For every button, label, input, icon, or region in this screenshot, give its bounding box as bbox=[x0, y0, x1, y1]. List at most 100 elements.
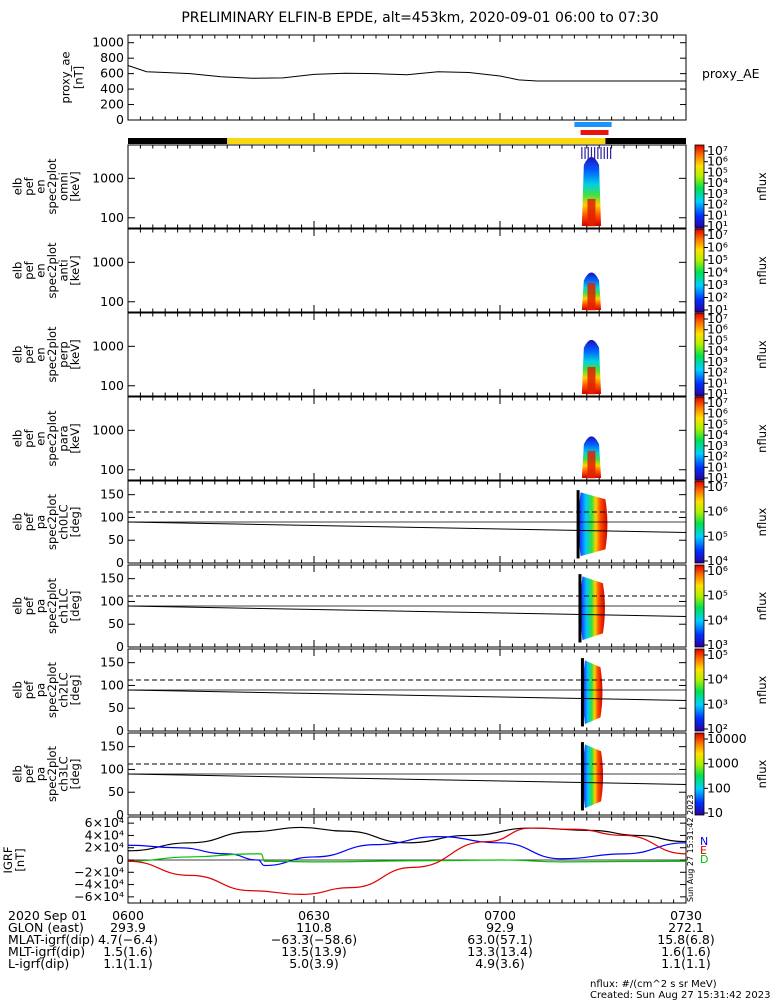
colorbar bbox=[694, 312, 705, 397]
spectrogram-edge bbox=[576, 490, 580, 559]
colorbar-title: nflux bbox=[755, 424, 769, 453]
y-axis-label: spec2plot bbox=[45, 242, 59, 299]
footer-row-label: MLAT-igrf(dip) bbox=[8, 932, 95, 947]
colorbar bbox=[694, 564, 705, 648]
colorbar-label: 10⁴ bbox=[707, 343, 728, 358]
y-tick-label: 0 bbox=[116, 112, 124, 127]
y-axis-label: en bbox=[33, 347, 47, 361]
colorbar-label: 10⁶ bbox=[707, 563, 728, 578]
legend-label: N bbox=[700, 835, 708, 848]
y-axis-label: elb bbox=[10, 513, 24, 531]
y-tick-label: 100 bbox=[100, 210, 124, 225]
y-axis-label: [keV] bbox=[68, 171, 82, 201]
colorbar-label: 10⁷ bbox=[707, 395, 728, 410]
spectrogram-region bbox=[582, 744, 604, 809]
y-tick-label: 2×10⁴ bbox=[85, 840, 124, 855]
footer-value: 110.8 bbox=[296, 920, 332, 935]
colorbar-label: 10¹ bbox=[707, 386, 728, 401]
footer-value: 0630 bbox=[298, 908, 330, 923]
colorbar-label: 10⁴ bbox=[707, 427, 728, 442]
colorbar-label: 10¹ bbox=[707, 459, 728, 474]
spectrogram-blob bbox=[578, 574, 605, 643]
y-tick-label: 0 bbox=[116, 555, 124, 570]
panel-frame bbox=[127, 228, 687, 313]
colorbar-label: 10³ bbox=[707, 277, 728, 292]
y-axis-label: spec2plot bbox=[45, 326, 59, 383]
colorbar-label: 10⁵ bbox=[707, 647, 728, 662]
y-axis-label: [keV] bbox=[68, 339, 82, 369]
y-axis-label: [nT] bbox=[13, 848, 27, 871]
colorbar-label: 10⁶ bbox=[707, 322, 728, 337]
y-axis-label: pef bbox=[22, 176, 36, 195]
colorbar-label: 10¹ bbox=[707, 375, 728, 390]
colorbar-label: 10² bbox=[707, 290, 728, 305]
colorbar-title: nflux bbox=[755, 759, 769, 788]
y-axis-label: ch0LC bbox=[56, 504, 70, 539]
y-tick-label: −2×10⁴ bbox=[74, 864, 124, 879]
colorbar-title: nflux bbox=[755, 507, 769, 536]
colorbar-label: 10⁶ bbox=[707, 154, 728, 169]
spectrogram-blob bbox=[581, 436, 602, 479]
y-axis-label: elb bbox=[10, 178, 24, 196]
created-stamp: Created: Sun Aug 27 15:31:42 2023 bbox=[590, 990, 770, 1000]
colorbar-label: 10⁵ bbox=[707, 528, 728, 543]
y-tick-label: 100 bbox=[100, 294, 124, 309]
colorbar-label: 10¹ bbox=[707, 470, 728, 485]
colorbar-label: 10⁵ bbox=[707, 588, 728, 603]
y-tick-label: 50 bbox=[108, 532, 124, 547]
colorbar-title: nflux bbox=[755, 172, 769, 201]
igrf-series-line bbox=[127, 827, 687, 896]
colorbar-label: 10⁶ bbox=[707, 240, 728, 255]
spectrogram-edge bbox=[580, 742, 584, 811]
y-tick-label: 200 bbox=[100, 97, 124, 112]
colorbar-label: 10⁷ bbox=[707, 311, 728, 326]
y-tick-label: 400 bbox=[100, 81, 124, 96]
spectrogram-region bbox=[582, 660, 603, 725]
colorbar bbox=[694, 228, 705, 313]
spectrogram-blob bbox=[580, 742, 604, 811]
y-tick-label: 100 bbox=[100, 761, 124, 776]
igrf-series-line bbox=[127, 826, 687, 852]
loss-cone-line bbox=[127, 689, 687, 701]
colorbar-label: 10⁴ bbox=[707, 553, 728, 568]
colorbar-label: 10⁵ bbox=[707, 164, 728, 179]
y-tick-label: 50 bbox=[108, 784, 124, 799]
footer-value: −63.3(−58.6) bbox=[271, 932, 357, 947]
y-axis-label: [deg] bbox=[68, 507, 82, 538]
spectrogram-blob bbox=[581, 272, 602, 311]
colorbar-label: 10² bbox=[707, 449, 728, 464]
colorbar bbox=[694, 648, 705, 732]
y-tick-label: 1000 bbox=[92, 422, 124, 437]
y-axis-label: [nT] bbox=[72, 66, 86, 89]
colorbar-label: 10⁷ bbox=[707, 479, 728, 494]
y-axis-label: spec2plot bbox=[45, 745, 59, 802]
footer-value: 13.5(13.9) bbox=[281, 944, 346, 959]
y-axis-label: [deg] bbox=[68, 591, 82, 622]
panel-frame bbox=[127, 144, 687, 229]
y-axis-label: pa bbox=[33, 767, 47, 781]
spectrogram-edge bbox=[580, 658, 584, 727]
y-axis-label: spec2plot bbox=[45, 661, 59, 718]
footer-value: 5.0(3.9) bbox=[289, 956, 339, 971]
footer-value: 0730 bbox=[670, 908, 702, 923]
footer-table: 2020 Sep 01 0600 0630 0700 0730 GLON (east) 29… bbox=[8, 908, 715, 971]
igrf-series-line bbox=[127, 836, 687, 867]
y-axis-label: [deg] bbox=[68, 759, 82, 790]
colorbar-label: 10⁵ bbox=[707, 252, 728, 267]
y-axis-label: pef bbox=[22, 260, 36, 279]
footer-value: 1.5(1.6) bbox=[103, 944, 153, 959]
colorbar-title: nflux bbox=[755, 256, 769, 285]
y-axis-label: [keV] bbox=[68, 255, 82, 285]
y-axis-label: ch1LC bbox=[56, 588, 70, 623]
y-tick-label: 100 bbox=[100, 593, 124, 608]
y-axis-label: proxy_ae bbox=[59, 52, 73, 104]
colorbar-title: nflux bbox=[755, 675, 769, 704]
y-tick-label: 0 bbox=[116, 639, 124, 654]
y-tick-label: 150 bbox=[100, 739, 124, 754]
footer-value: 293.9 bbox=[110, 920, 146, 935]
y-axis-label: [keV] bbox=[68, 423, 82, 453]
colorbar bbox=[694, 732, 705, 816]
y-axis-label: elb bbox=[10, 346, 24, 364]
y-axis-label: perp bbox=[56, 341, 70, 367]
